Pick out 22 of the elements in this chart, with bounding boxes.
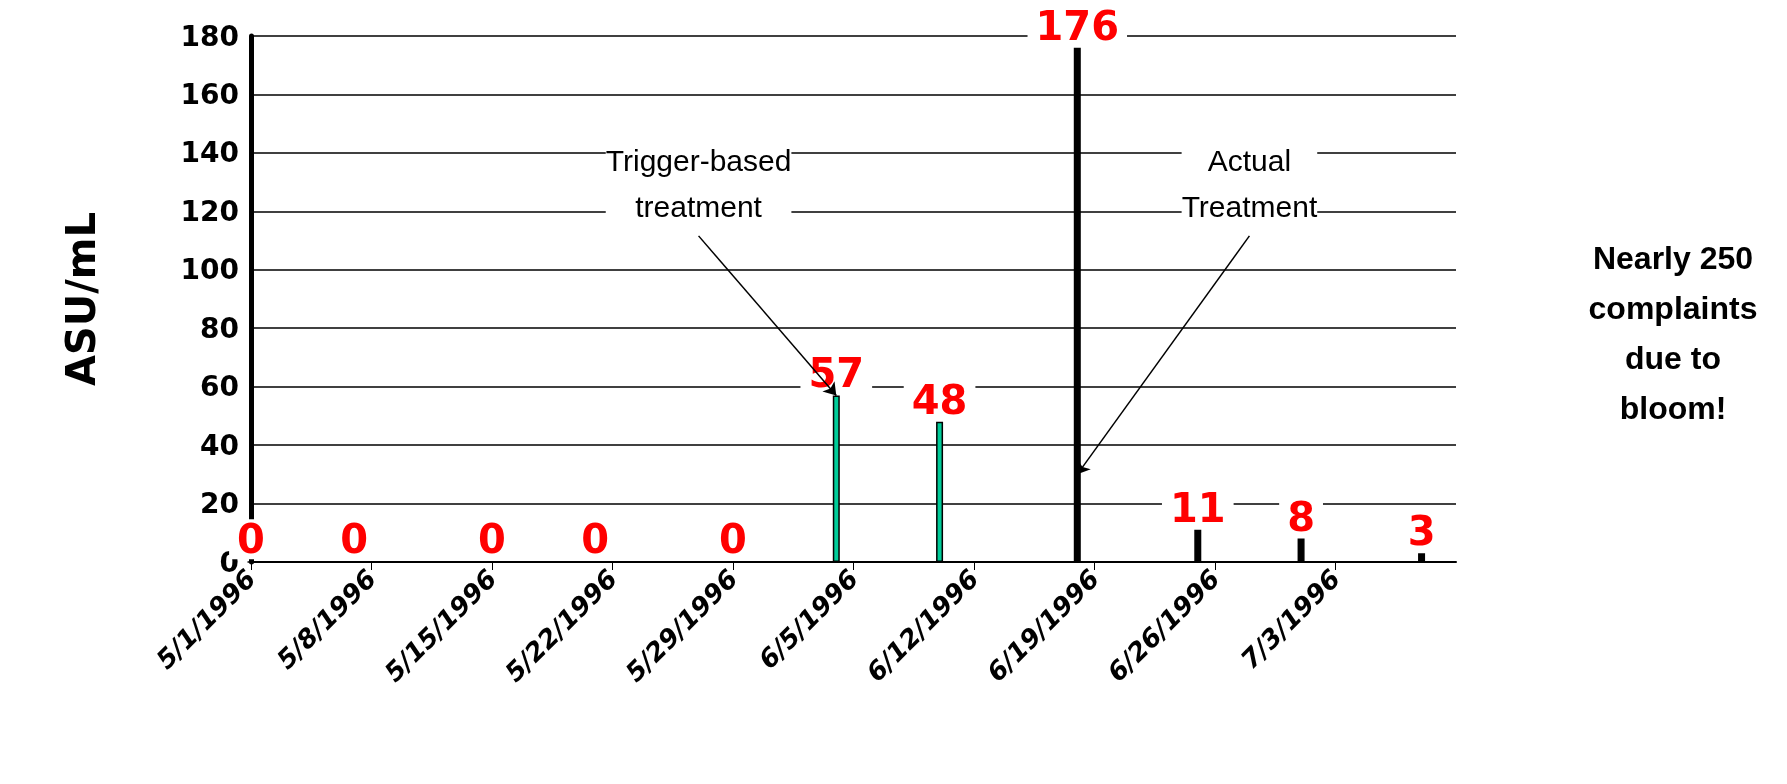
data-label: 11 bbox=[1169, 484, 1226, 531]
y-tick-label: 20 bbox=[200, 487, 239, 521]
annotation: Actual Treatment bbox=[1181, 143, 1318, 223]
data-label: 0 bbox=[340, 516, 369, 563]
data-label: 48 bbox=[911, 376, 968, 423]
data-label: 3 bbox=[1407, 508, 1436, 555]
y-tick-label: 40 bbox=[200, 428, 239, 462]
y-tick-label: 160 bbox=[180, 77, 239, 111]
y-tick-label: 100 bbox=[180, 253, 239, 287]
data-label: 8 bbox=[1287, 493, 1315, 540]
y-tick-label: 120 bbox=[180, 194, 239, 228]
y-tick-label: 140 bbox=[180, 136, 239, 170]
y-tick-label: 180 bbox=[180, 19, 239, 53]
annotation: Trigger-based treatment bbox=[605, 143, 792, 223]
data-label: 0 bbox=[478, 516, 506, 563]
y-axis-title: ASU/mL bbox=[58, 211, 104, 387]
y-tick-label: 80 bbox=[200, 311, 239, 345]
data-label: 176 bbox=[1035, 2, 1120, 49]
text: Nearly 250 complaints due to bloom! bbox=[1588, 240, 1758, 426]
data-label: 0 bbox=[581, 516, 610, 563]
y-tick-label: 60 bbox=[200, 370, 239, 404]
data-label: 0 bbox=[719, 516, 747, 563]
